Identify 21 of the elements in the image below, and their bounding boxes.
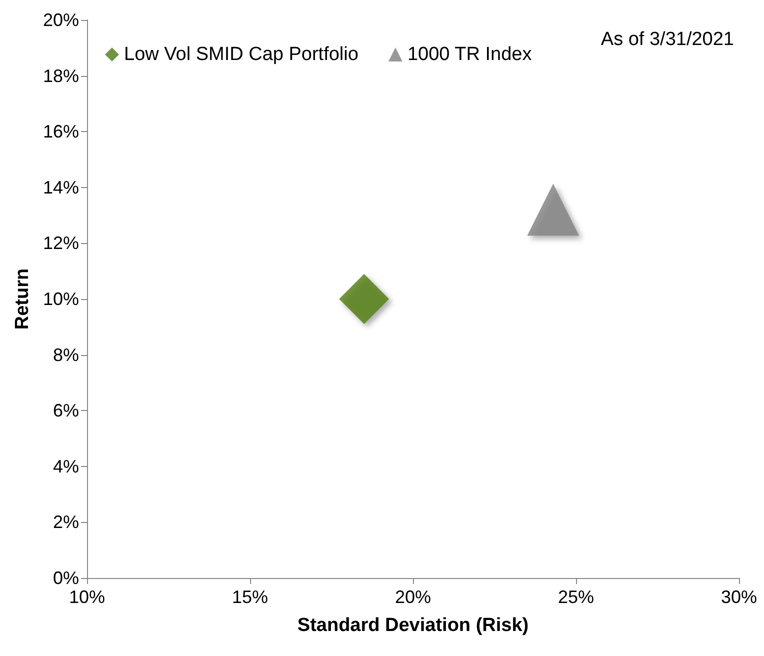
x-tick-label: 15% [232,587,268,607]
annotation: As of 3/31/2021 [600,29,734,50]
x-tick-label: 25% [558,587,594,607]
y-tick-label: 20% [42,10,79,30]
legend-label: 1000 TR Index [407,44,532,65]
y-tick-label: 10% [42,289,79,309]
x-tick-label: 20% [394,587,432,607]
x-axis-title: Standard Deviation (Risk) [297,615,529,636]
y-tick-label: 12% [42,233,79,254]
x-tick-label: 30% [720,587,758,607]
legend-label: Low Vol SMID Cap Portfolio [124,44,358,65]
y-tick-label: 4% [52,456,79,476]
y-tick-label: 18% [42,66,79,86]
y-tick-label: 2% [52,512,79,532]
y-tick-label: 6% [52,400,79,421]
y-axis-title: Return [12,268,34,330]
x-tick-label: 10% [68,587,106,607]
y-tick-label: 0% [52,568,79,588]
y-tick-label: 14% [42,177,79,198]
y-tick-label: 8% [52,344,79,365]
y-tick-label: 16% [42,122,79,142]
